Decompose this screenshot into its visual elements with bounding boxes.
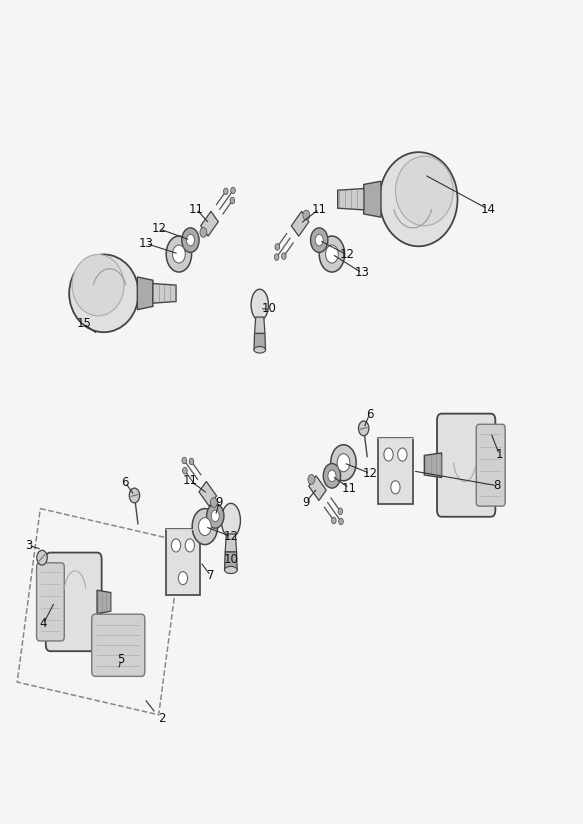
Circle shape: [206, 503, 224, 528]
Circle shape: [37, 550, 47, 565]
Text: 10: 10: [262, 302, 277, 316]
FancyBboxPatch shape: [37, 563, 64, 641]
Circle shape: [337, 454, 350, 472]
Ellipse shape: [251, 289, 268, 321]
Polygon shape: [254, 334, 265, 350]
Polygon shape: [201, 211, 218, 236]
Text: 15: 15: [76, 317, 91, 330]
Circle shape: [182, 228, 199, 252]
Polygon shape: [255, 317, 265, 334]
Circle shape: [200, 227, 207, 237]
Text: 12: 12: [339, 248, 354, 261]
Ellipse shape: [380, 152, 458, 246]
Circle shape: [182, 467, 187, 474]
Text: 11: 11: [189, 203, 203, 216]
Circle shape: [303, 210, 310, 220]
Circle shape: [211, 510, 219, 522]
Circle shape: [199, 517, 211, 536]
Circle shape: [189, 458, 194, 465]
Text: 9: 9: [302, 495, 310, 508]
FancyBboxPatch shape: [92, 614, 145, 677]
Circle shape: [319, 236, 345, 272]
Ellipse shape: [222, 503, 240, 537]
Text: 8: 8: [493, 480, 501, 492]
Circle shape: [311, 228, 328, 252]
Text: 13: 13: [354, 266, 370, 279]
FancyBboxPatch shape: [46, 553, 101, 651]
Circle shape: [230, 197, 235, 204]
Polygon shape: [364, 181, 381, 218]
Text: 11: 11: [312, 203, 326, 216]
Ellipse shape: [224, 566, 237, 574]
Circle shape: [323, 464, 340, 488]
FancyBboxPatch shape: [166, 529, 201, 594]
Circle shape: [325, 245, 338, 263]
Circle shape: [187, 234, 195, 246]
Circle shape: [339, 518, 343, 525]
Ellipse shape: [72, 255, 124, 316]
Text: 7: 7: [207, 569, 215, 583]
Circle shape: [308, 475, 315, 485]
Circle shape: [185, 539, 195, 552]
Circle shape: [171, 539, 181, 552]
Circle shape: [178, 572, 188, 585]
Text: 13: 13: [139, 237, 153, 250]
Text: 12: 12: [223, 530, 238, 543]
Circle shape: [129, 488, 140, 503]
Circle shape: [332, 517, 336, 524]
Text: 10: 10: [223, 553, 238, 566]
Polygon shape: [138, 277, 153, 310]
Polygon shape: [424, 453, 442, 477]
Polygon shape: [309, 475, 326, 500]
FancyBboxPatch shape: [476, 424, 505, 506]
Circle shape: [282, 253, 286, 260]
Polygon shape: [225, 534, 237, 552]
Circle shape: [328, 471, 336, 481]
Text: 9: 9: [216, 495, 223, 508]
Polygon shape: [292, 211, 309, 236]
Text: 3: 3: [25, 539, 33, 552]
FancyBboxPatch shape: [437, 414, 496, 517]
Text: 12: 12: [363, 467, 378, 480]
Circle shape: [398, 448, 407, 461]
Circle shape: [338, 508, 343, 514]
Circle shape: [173, 245, 185, 263]
Text: 11: 11: [342, 481, 357, 494]
Circle shape: [384, 448, 393, 461]
Circle shape: [331, 445, 356, 480]
Ellipse shape: [395, 157, 453, 226]
Circle shape: [210, 498, 217, 508]
FancyBboxPatch shape: [378, 438, 413, 503]
Text: 5: 5: [117, 653, 125, 667]
Polygon shape: [224, 552, 237, 570]
Text: 6: 6: [366, 408, 373, 421]
Text: 4: 4: [40, 617, 47, 630]
Text: 6: 6: [121, 476, 129, 489]
Text: 2: 2: [158, 713, 166, 725]
Polygon shape: [153, 283, 176, 303]
Circle shape: [182, 457, 187, 464]
Polygon shape: [338, 189, 364, 210]
Circle shape: [231, 187, 236, 194]
Circle shape: [359, 421, 369, 436]
Circle shape: [192, 508, 217, 545]
Ellipse shape: [69, 255, 139, 332]
Text: 14: 14: [480, 203, 496, 216]
Circle shape: [275, 254, 279, 260]
Polygon shape: [199, 481, 216, 506]
Polygon shape: [97, 590, 111, 614]
Circle shape: [223, 188, 228, 194]
Text: 12: 12: [151, 222, 166, 235]
Text: 1: 1: [496, 448, 503, 461]
Circle shape: [391, 480, 400, 494]
Circle shape: [315, 234, 323, 246]
Ellipse shape: [254, 347, 265, 353]
Circle shape: [166, 236, 192, 272]
Circle shape: [275, 244, 280, 250]
Text: 11: 11: [183, 475, 198, 487]
